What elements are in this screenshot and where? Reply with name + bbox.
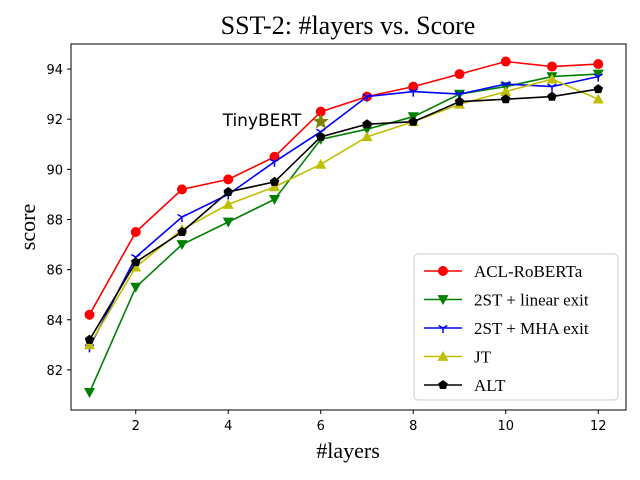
series-layer	[84, 56, 604, 398]
series-alt	[84, 84, 604, 344]
y-tick-label: 86	[46, 264, 63, 279]
legend-marker	[437, 351, 449, 361]
data-point	[593, 73, 603, 82]
data-point	[592, 93, 604, 104]
data-point	[593, 59, 604, 70]
data-point	[547, 91, 557, 101]
data-point	[177, 213, 187, 222]
data-point	[84, 334, 95, 344]
data-point	[130, 282, 142, 293]
data-point	[500, 86, 512, 97]
data-point	[84, 388, 95, 398]
data-point	[130, 257, 141, 267]
series-line	[88, 88, 599, 341]
x-axis-label: #layers	[316, 438, 380, 463]
legend-label: 2ST + linear exit	[474, 291, 589, 310]
data-point	[500, 94, 511, 104]
data-point	[269, 176, 280, 186]
x-tick-label: 6	[317, 419, 325, 434]
y-tick-label: 94	[46, 63, 63, 78]
legend-marker	[438, 380, 448, 390]
data-point	[362, 93, 372, 102]
y-axis-label: score	[15, 204, 40, 250]
data-point	[222, 198, 234, 209]
data-point	[362, 119, 372, 129]
series-line	[88, 75, 599, 348]
data-point	[130, 261, 142, 272]
x-axis: 2 4 6 8 10 12	[132, 410, 607, 434]
data-point	[84, 339, 95, 350]
legend-marker	[438, 266, 448, 276]
legend-marker	[437, 295, 449, 305]
legend-label: ALT	[474, 376, 506, 395]
legend-label: ACL-RoBERTa	[474, 262, 583, 281]
series-line	[88, 78, 599, 346]
legend-label: 2ST + MHA exit	[474, 319, 589, 338]
data-point	[315, 158, 327, 169]
legend-box	[413, 253, 619, 401]
y-tick-label: 90	[46, 163, 63, 178]
x-tick-label: 10	[497, 419, 514, 434]
data-point	[269, 158, 280, 167]
series-line	[88, 60, 599, 316]
data-point	[269, 195, 280, 205]
data-point	[269, 181, 280, 192]
tinybert-star-marker	[312, 113, 329, 129]
x-tick-label: 8	[409, 419, 417, 434]
data-point	[177, 184, 187, 195]
data-point	[223, 174, 234, 185]
x-tick-label: 12	[590, 419, 607, 434]
data-point	[592, 69, 604, 80]
data-point	[177, 227, 187, 237]
data-point	[408, 88, 418, 97]
data-point	[500, 56, 511, 67]
x-tick-label: 4	[224, 419, 232, 434]
tinybert-annotation: TinyBERT	[222, 111, 302, 131]
data-point	[130, 227, 141, 238]
chart-title: SST-2: #layers vs. Score	[221, 11, 476, 40]
data-point	[547, 61, 557, 72]
data-point	[593, 84, 604, 94]
data-point	[361, 131, 373, 142]
y-tick-label: 84	[46, 314, 63, 329]
data-point	[84, 309, 95, 320]
data-point	[408, 116, 419, 126]
data-point	[454, 96, 465, 106]
plot-frame	[70, 43, 627, 411]
legend-label: JT	[474, 348, 492, 367]
data-point	[223, 186, 234, 196]
x-tick-label: 2	[132, 419, 140, 434]
data-point	[546, 73, 558, 84]
data-point	[176, 240, 188, 251]
y-tick-label: 88	[46, 213, 63, 228]
legend: ACL-RoBERTa 2ST + linear exit 2ST + MHA ex…	[413, 253, 619, 401]
data-point	[547, 83, 557, 92]
series-acl-roberta	[84, 56, 604, 320]
y-tick-label: 92	[46, 113, 63, 128]
y-tick-label: 82	[46, 364, 63, 379]
data-point	[454, 69, 465, 80]
data-point	[315, 131, 326, 141]
legend-marker	[438, 324, 448, 333]
y-axis: 82 84 86 88 90 92 94	[46, 63, 71, 379]
data-point	[222, 217, 234, 228]
